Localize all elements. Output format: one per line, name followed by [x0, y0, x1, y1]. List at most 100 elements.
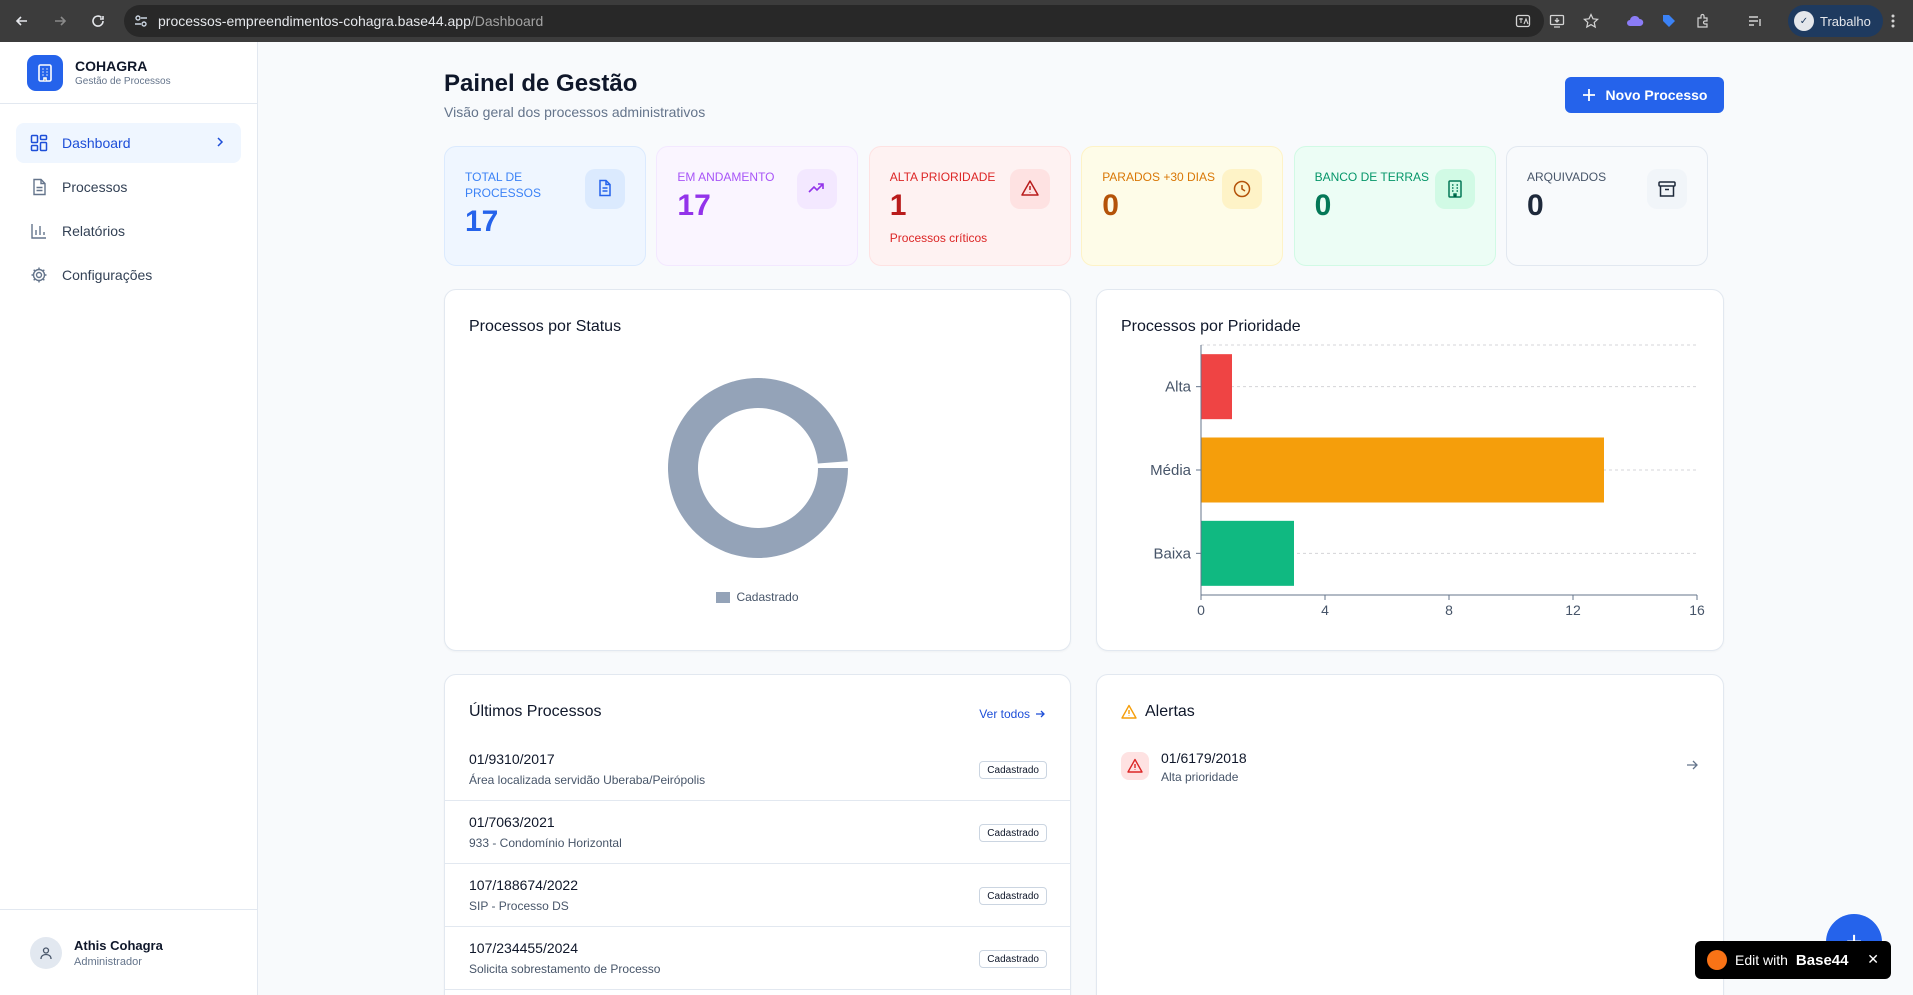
extension-tag-icon[interactable]: [1654, 6, 1684, 36]
status-donut-chart: [668, 378, 848, 559]
user-panel[interactable]: Athis Cohagra Administrador: [0, 909, 258, 995]
address-bar[interactable]: processos-empreendimentos-cohagra.base44…: [124, 5, 1544, 37]
archive-icon: [1647, 169, 1687, 209]
chevron-right-icon: [213, 135, 227, 149]
legend-swatch: [716, 591, 731, 603]
latest-process-row[interactable]: 107/234455/2024 Solicita sobrestamento de…: [445, 927, 1070, 990]
user-role: Administrador: [74, 955, 142, 968]
extensions-puzzle-icon[interactable]: [1688, 6, 1718, 36]
profile-chip[interactable]: ✓ Trabalho: [1788, 5, 1883, 37]
page-subtitle: Visão geral dos processos administrativo…: [444, 104, 706, 120]
latest-process-row[interactable]: 01/7063/2021 933 - Condomínio Horizontal C…: [445, 801, 1070, 864]
profile-label: Trabalho: [1820, 13, 1871, 29]
stats-row: Total de Processos 17 Em Andamento 17 Alta P…: [444, 146, 1724, 266]
edit-with-base44-badge[interactable]: Edit with Base44 ✕: [1695, 941, 1891, 979]
latest-process-row[interactable]: 107/188674/2022 SIP - Processo DS Cadastra…: [445, 864, 1070, 927]
profile-avatar-icon: ✓: [1794, 11, 1814, 31]
status-chart-title: Processos por Status: [469, 318, 622, 335]
x-tick-label: 0: [1197, 602, 1205, 618]
alert-triangle-icon: [1009, 169, 1050, 209]
sidebar-item-label: Relatórios: [62, 223, 126, 239]
sidebar-nav: Dashboard Processos Relatórios Configura…: [0, 104, 257, 318]
status-badge: Cadastrado: [979, 887, 1047, 905]
brand-subtitle: Gestão de Processos: [75, 76, 171, 87]
reading-list-icon[interactable]: [1740, 6, 1770, 36]
forward-icon[interactable]: [44, 5, 76, 37]
building-icon: [1434, 169, 1475, 209]
stat-label: Banco de Terras: [1314, 170, 1430, 184]
app-root: COHAGRA Gestão de Processos Dashboard Pr…: [0, 42, 1913, 995]
install-app-icon[interactable]: [1542, 6, 1572, 36]
y-tick-label: Alta: [1165, 379, 1192, 396]
sidebar-item-configuracoes[interactable]: Configurações: [16, 255, 241, 295]
bookmark-star-icon[interactable]: [1576, 6, 1606, 36]
translate-icon[interactable]: [1508, 6, 1538, 36]
x-tick-label: 8: [1445, 602, 1453, 618]
bar-média[interactable]: [1201, 437, 1604, 503]
stat-value: 17: [465, 205, 499, 238]
stat-card-parados-30-dias: Parados +30 dias 0: [1081, 146, 1284, 266]
process-number: 107/188674/2022: [469, 877, 578, 893]
sidebar-item-processos[interactable]: Processos: [16, 167, 241, 207]
arrow-right-icon[interactable]: [1685, 758, 1699, 772]
status-chart-card: Processos por Status Cadastrado: [444, 289, 1071, 651]
see-all-link[interactable]: Ver todos: [979, 707, 1046, 721]
base44-logo-icon: [1707, 950, 1727, 970]
status-chart-legend: Cadastrado: [445, 590, 1070, 604]
warning-icon: [1121, 704, 1137, 719]
sidebar-item-label: Configurações: [62, 267, 153, 283]
process-number: 01/7063/2021: [469, 814, 555, 830]
sidebar-item-label: Processos: [62, 179, 128, 195]
stat-label: Alta Prioridade: [889, 170, 996, 184]
alerts-header: Alertas: [1121, 703, 1195, 721]
stat-card-banco-de-terras: Banco de Terras 0: [1293, 146, 1496, 266]
stat-label: Em Andamento: [677, 170, 775, 184]
latest-process-row[interactable]: 01/9310/2017 Área localizada servidão Ube…: [445, 738, 1070, 801]
sidebar: COHAGRA Gestão de Processos Dashboard Pr…: [0, 42, 258, 995]
reload-icon[interactable]: [82, 5, 114, 37]
bar-alta[interactable]: [1201, 354, 1232, 420]
sidebar-item-label: Dashboard: [62, 135, 131, 151]
dashboard-icon: [30, 134, 48, 152]
stat-label: Parados +30 dias: [1102, 170, 1216, 184]
base44-prefix: Edit with: [1735, 952, 1788, 968]
stat-value: 0: [1314, 189, 1332, 222]
latest-processes-title: Últimos Processos: [469, 703, 602, 720]
brand-name: COHAGRA: [75, 58, 148, 74]
building-logo-icon: [27, 54, 63, 91]
process-description: SIP - Processo DS: [469, 899, 569, 913]
pie-slice-cadastrado[interactable]: [668, 378, 848, 559]
stat-card-arquivados: Arquivados 0: [1506, 146, 1708, 266]
priority-chart-title: Processos por Prioridade: [1121, 318, 1301, 335]
new-process-button[interactable]: Novo Processo: [1565, 77, 1724, 113]
close-icon[interactable]: ✕: [1867, 951, 1879, 967]
stat-value: 0: [1527, 189, 1544, 222]
stat-card-em-andamento: Em Andamento 17: [656, 146, 859, 266]
priority-chart-card: Processos por Prioridade Alta Média Baixa 0…: [1096, 289, 1724, 651]
browser-actions: [1508, 6, 1770, 36]
alerts-card: Alertas 01/6179/2018 Alta prioridade: [1096, 674, 1724, 995]
stat-label: Arquivados: [1527, 170, 1607, 184]
bar-baixa[interactable]: [1201, 520, 1294, 586]
url-path: /Dashboard: [470, 13, 544, 29]
sidebar-item-relatorios[interactable]: Relatórios: [16, 211, 241, 251]
browser-toolbar: processos-empreendimentos-cohagra.base44…: [0, 0, 1913, 42]
alert-item[interactable]: 01/6179/2018 Alta prioridade: [1121, 748, 1699, 788]
latest-processes-card: Últimos Processos Ver todos 01/9310/2017…: [444, 674, 1071, 995]
arrow-right-icon: [1036, 710, 1045, 718]
stat-card-alta-prioridade: Alta Prioridade 1 Processos críticos: [868, 146, 1071, 266]
site-settings-icon[interactable]: [134, 14, 148, 28]
back-icon[interactable]: [6, 5, 38, 37]
browser-menu-icon[interactable]: [1878, 6, 1908, 36]
stat-note: Processos críticos: [889, 231, 988, 245]
base44-brand: Base44: [1795, 951, 1849, 969]
status-badge: Cadastrado: [979, 824, 1047, 842]
url-text: processos-empreendimentos-cohagra.base44…: [158, 13, 543, 29]
sidebar-item-dashboard[interactable]: Dashboard: [16, 123, 241, 163]
stat-label: Total de Processos: [465, 170, 542, 200]
plus-icon: [1582, 89, 1595, 101]
extension-cloud-icon[interactable]: [1620, 6, 1650, 36]
user-avatar-icon: [30, 936, 62, 969]
stat-value: 17: [677, 189, 711, 222]
bar-chart-icon: [31, 224, 46, 239]
